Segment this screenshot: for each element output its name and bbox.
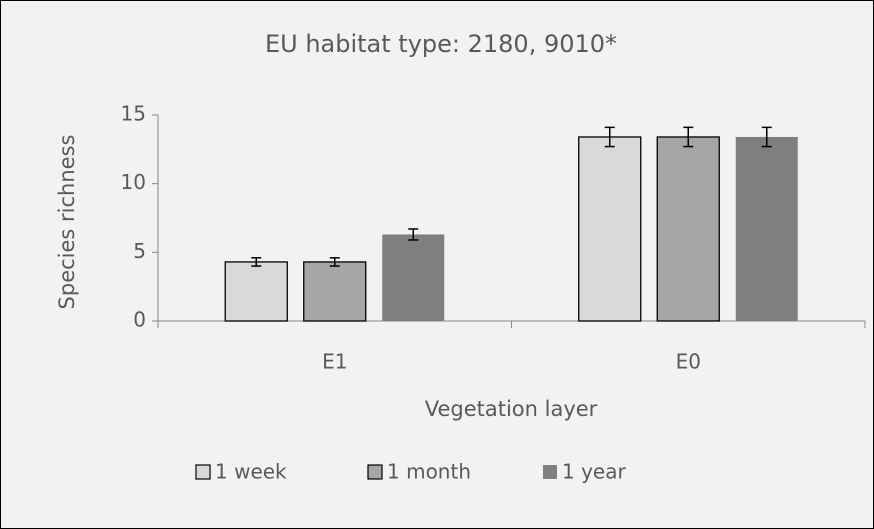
y-tick-label: 10 bbox=[121, 170, 146, 194]
chart-title: EU habitat type: 2180, 9010* bbox=[265, 30, 617, 58]
bar bbox=[656, 136, 720, 322]
x-axis-label: Vegetation layer bbox=[425, 397, 598, 421]
bar bbox=[382, 234, 445, 321]
bar bbox=[735, 136, 798, 321]
error-bar bbox=[329, 257, 340, 267]
y-tick-label: 0 bbox=[133, 308, 146, 332]
error-bar bbox=[251, 257, 262, 267]
bar bbox=[303, 261, 367, 322]
error-bar bbox=[604, 126, 615, 148]
x-tick-label: E1 bbox=[322, 350, 347, 374]
y-axis-label: Species richness bbox=[55, 135, 79, 310]
y-tick-label: 5 bbox=[133, 239, 146, 263]
bar bbox=[578, 136, 642, 322]
error-bar bbox=[761, 126, 772, 148]
legend-label: 1 year bbox=[562, 460, 626, 484]
y-tick-label: 15 bbox=[121, 102, 146, 126]
legend-swatch bbox=[195, 464, 211, 480]
bar bbox=[224, 261, 288, 322]
error-bar bbox=[408, 228, 419, 241]
legend-swatch bbox=[543, 465, 557, 479]
legend-label: 1 week bbox=[215, 460, 287, 484]
error-bar bbox=[683, 126, 694, 148]
x-tick-label: E0 bbox=[676, 350, 701, 374]
legend-swatch bbox=[367, 464, 383, 480]
legend-label: 1 month bbox=[387, 460, 471, 484]
